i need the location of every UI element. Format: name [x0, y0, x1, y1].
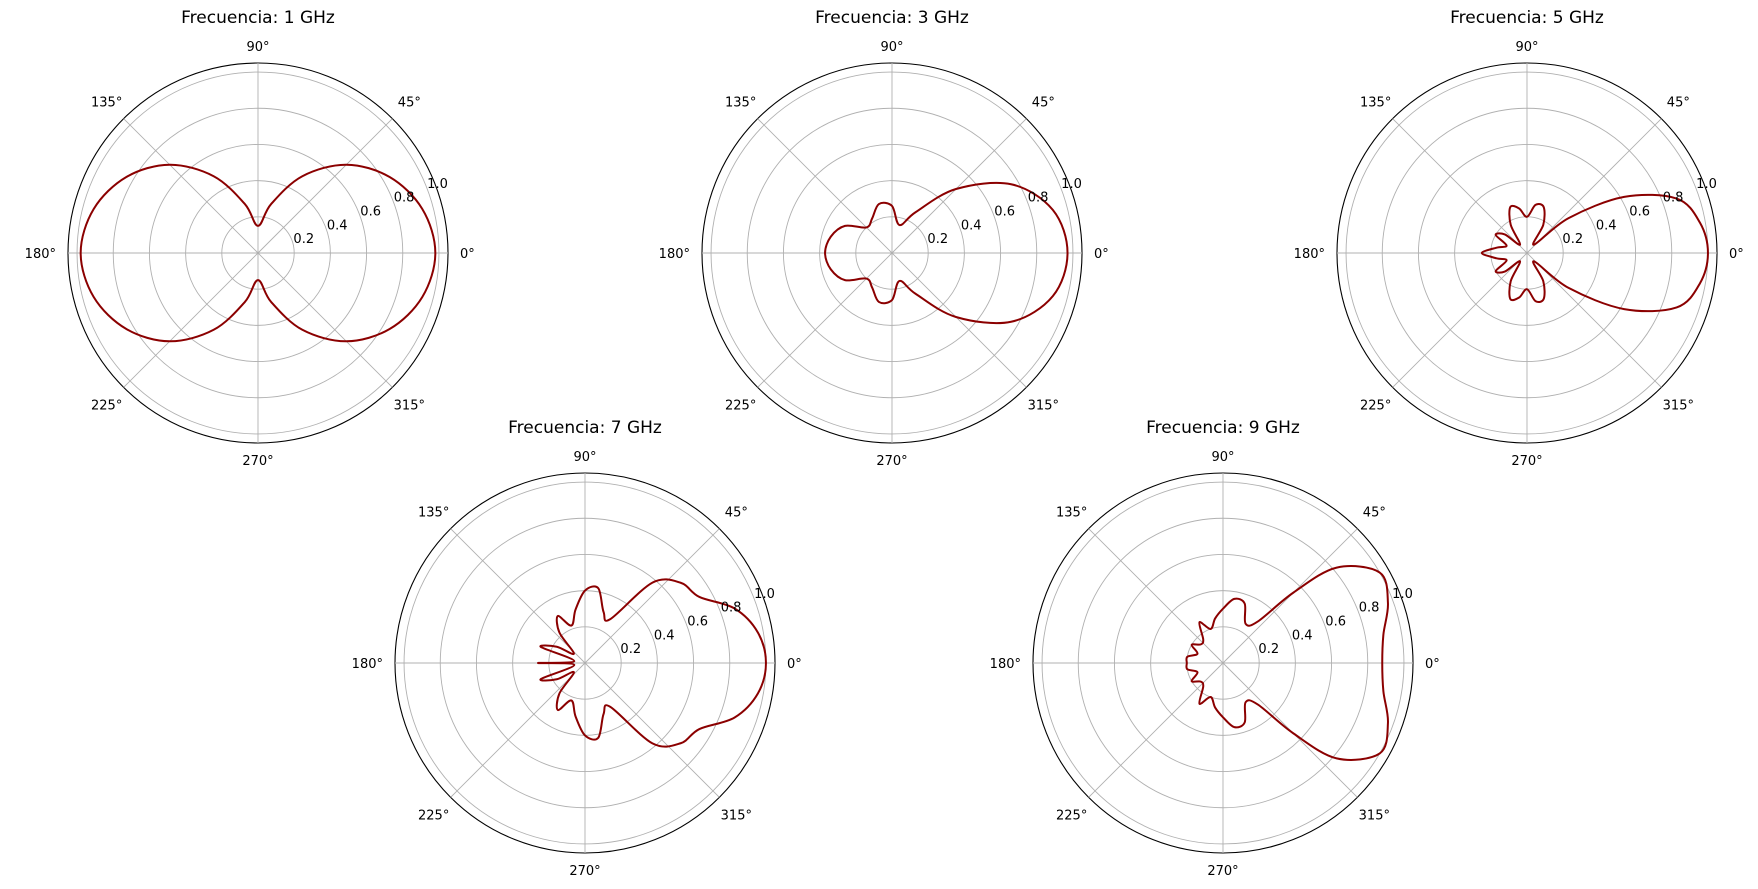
angular-grid-spoke — [1526, 118, 1662, 254]
radial-tick-label: 0.6 — [687, 614, 708, 629]
angular-grid-spoke — [257, 118, 393, 254]
angular-tick-label: 225° — [91, 398, 122, 413]
angular-tick-label: 0° — [1425, 657, 1440, 672]
radial-tick-label: 0.8 — [1663, 191, 1684, 206]
angular-tick-label: 270° — [876, 454, 907, 469]
radial-tick-label: 0.8 — [394, 191, 415, 206]
angular-grid-spoke — [1392, 252, 1528, 388]
radiation-pattern-line — [1185, 565, 1389, 761]
chart-title: Frecuencia: 9 GHz — [1146, 418, 1300, 438]
angular-grid-spoke — [891, 252, 1027, 388]
angular-grid-spoke — [257, 252, 393, 388]
angular-tick-label: 315° — [394, 398, 425, 413]
angular-tick-label: 225° — [1360, 398, 1391, 413]
angular-tick-label: 135° — [418, 506, 449, 521]
angular-grid-spoke — [757, 118, 893, 254]
angular-tick-label: 135° — [91, 96, 122, 111]
angular-tick-label: 90° — [880, 40, 903, 55]
radial-tick-label: 0.8 — [1359, 601, 1380, 616]
angular-tick-label: 315° — [1359, 808, 1390, 823]
angular-tick-label: 180° — [659, 247, 690, 262]
angular-tick-label: 180° — [1294, 247, 1325, 262]
radial-tick-label: 0.4 — [654, 628, 675, 643]
angular-tick-label: 225° — [725, 398, 756, 413]
angular-tick-label: 270° — [242, 454, 273, 469]
radial-tick-label: 0.6 — [1325, 614, 1346, 629]
chart-title: Frecuencia: 1 GHz — [181, 8, 335, 28]
angular-tick-label: 45° — [1667, 96, 1690, 111]
angular-tick-label: 135° — [1360, 96, 1391, 111]
radial-tick-label: 0.2 — [927, 232, 948, 247]
radial-tick-label: 1.0 — [1392, 587, 1413, 602]
angular-tick-label: 315° — [1663, 398, 1694, 413]
radial-tick-label: 0.2 — [293, 232, 314, 247]
angular-grid-spoke — [450, 662, 586, 798]
angular-tick-label: 270° — [569, 864, 600, 879]
radial-tick-label: 0.4 — [961, 218, 982, 233]
angular-grid-spoke — [584, 528, 720, 664]
angular-tick-label: 0° — [1729, 247, 1744, 262]
radial-tick-label: 0.4 — [1292, 628, 1313, 643]
angular-tick-label: 45° — [1032, 96, 1055, 111]
chart-title: Frecuencia: 3 GHz — [815, 8, 969, 28]
angular-tick-label: 0° — [787, 657, 802, 672]
angular-tick-label: 135° — [725, 96, 756, 111]
polar-chart-1: 0.2 0.4 0.6 0.8 1.0 0° 45° 90° 135° 180° 225° 270° 3… — [25, 8, 475, 469]
radiation-pattern-line — [1480, 193, 1709, 313]
radial-tick-label: 0.6 — [994, 204, 1015, 219]
angular-grid-spoke — [757, 252, 893, 388]
angular-tick-label: 315° — [1028, 398, 1059, 413]
radiation-pattern-line — [79, 163, 437, 343]
radial-tick-label: 1.0 — [427, 177, 448, 192]
polar-chart-4: 0.2 0.4 0.6 0.8 1.0 0° 45° 90° 135° 180° 225° 270° 3… — [352, 418, 802, 879]
angular-grid-spoke — [123, 118, 259, 254]
angular-tick-label: 45° — [1363, 506, 1386, 521]
radial-tick-label: 1.0 — [1696, 177, 1717, 192]
radial-tick-label: 1.0 — [754, 587, 775, 602]
angular-grid-spoke — [450, 528, 586, 664]
angular-tick-label: 180° — [25, 247, 56, 262]
radial-tick-label: 1.0 — [1061, 177, 1082, 192]
radial-tick-label: 0.4 — [1596, 218, 1617, 233]
angular-grid-spoke — [584, 662, 720, 798]
radial-tick-label: 0.2 — [620, 642, 641, 657]
angular-tick-label: 0° — [460, 247, 475, 262]
chart-title: Frecuencia: 5 GHz — [1450, 8, 1604, 28]
angular-tick-label: 270° — [1207, 864, 1238, 879]
angular-tick-label: 225° — [1056, 808, 1087, 823]
radial-tick-label: 0.8 — [721, 601, 742, 616]
radiation-pattern-line — [824, 181, 1069, 325]
angular-tick-label: 135° — [1056, 506, 1087, 521]
angular-tick-label: 315° — [721, 808, 752, 823]
radial-tick-label: 0.8 — [1028, 191, 1049, 206]
angular-tick-label: 90° — [246, 40, 269, 55]
radial-tick-label: 0.4 — [327, 218, 348, 233]
angular-tick-label: 225° — [418, 808, 449, 823]
polar-chart-5: 0.2 0.4 0.6 0.8 1.0 0° 45° 90° 135° 180° 225° 270° 3… — [990, 418, 1440, 879]
angular-tick-label: 270° — [1511, 454, 1542, 469]
radial-tick-label: 0.2 — [1258, 642, 1279, 657]
angular-tick-label: 45° — [398, 96, 421, 111]
angular-tick-label: 180° — [990, 657, 1021, 672]
angular-tick-label: 90° — [1515, 40, 1538, 55]
angular-tick-label: 0° — [1094, 247, 1109, 262]
polar-chart-3: 0.2 0.4 0.6 0.8 1.0 0° 45° 90° 135° 180° 225° 270° 3… — [1294, 8, 1744, 469]
angular-grid-spoke — [1088, 528, 1224, 664]
chart-title: Frecuencia: 7 GHz — [508, 418, 662, 438]
radial-tick-label: 0.6 — [1629, 204, 1650, 219]
angular-tick-label: 180° — [352, 657, 383, 672]
angular-tick-label: 45° — [725, 506, 748, 521]
angular-grid-spoke — [123, 252, 259, 388]
angular-tick-label: 90° — [1211, 450, 1234, 465]
polar-chart-2: 0.2 0.4 0.6 0.8 1.0 0° 45° 90° 135° 180° 225° 270° 3… — [659, 8, 1109, 469]
angular-tick-label: 90° — [573, 450, 596, 465]
radial-tick-label: 0.2 — [1562, 232, 1583, 247]
angular-grid-spoke — [1088, 662, 1224, 798]
radial-tick-label: 0.6 — [360, 204, 381, 219]
angular-grid-spoke — [1392, 118, 1528, 254]
angular-grid-spoke — [891, 118, 1027, 254]
angular-grid-spoke — [1526, 252, 1662, 388]
radiation-pattern-line — [536, 578, 767, 748]
